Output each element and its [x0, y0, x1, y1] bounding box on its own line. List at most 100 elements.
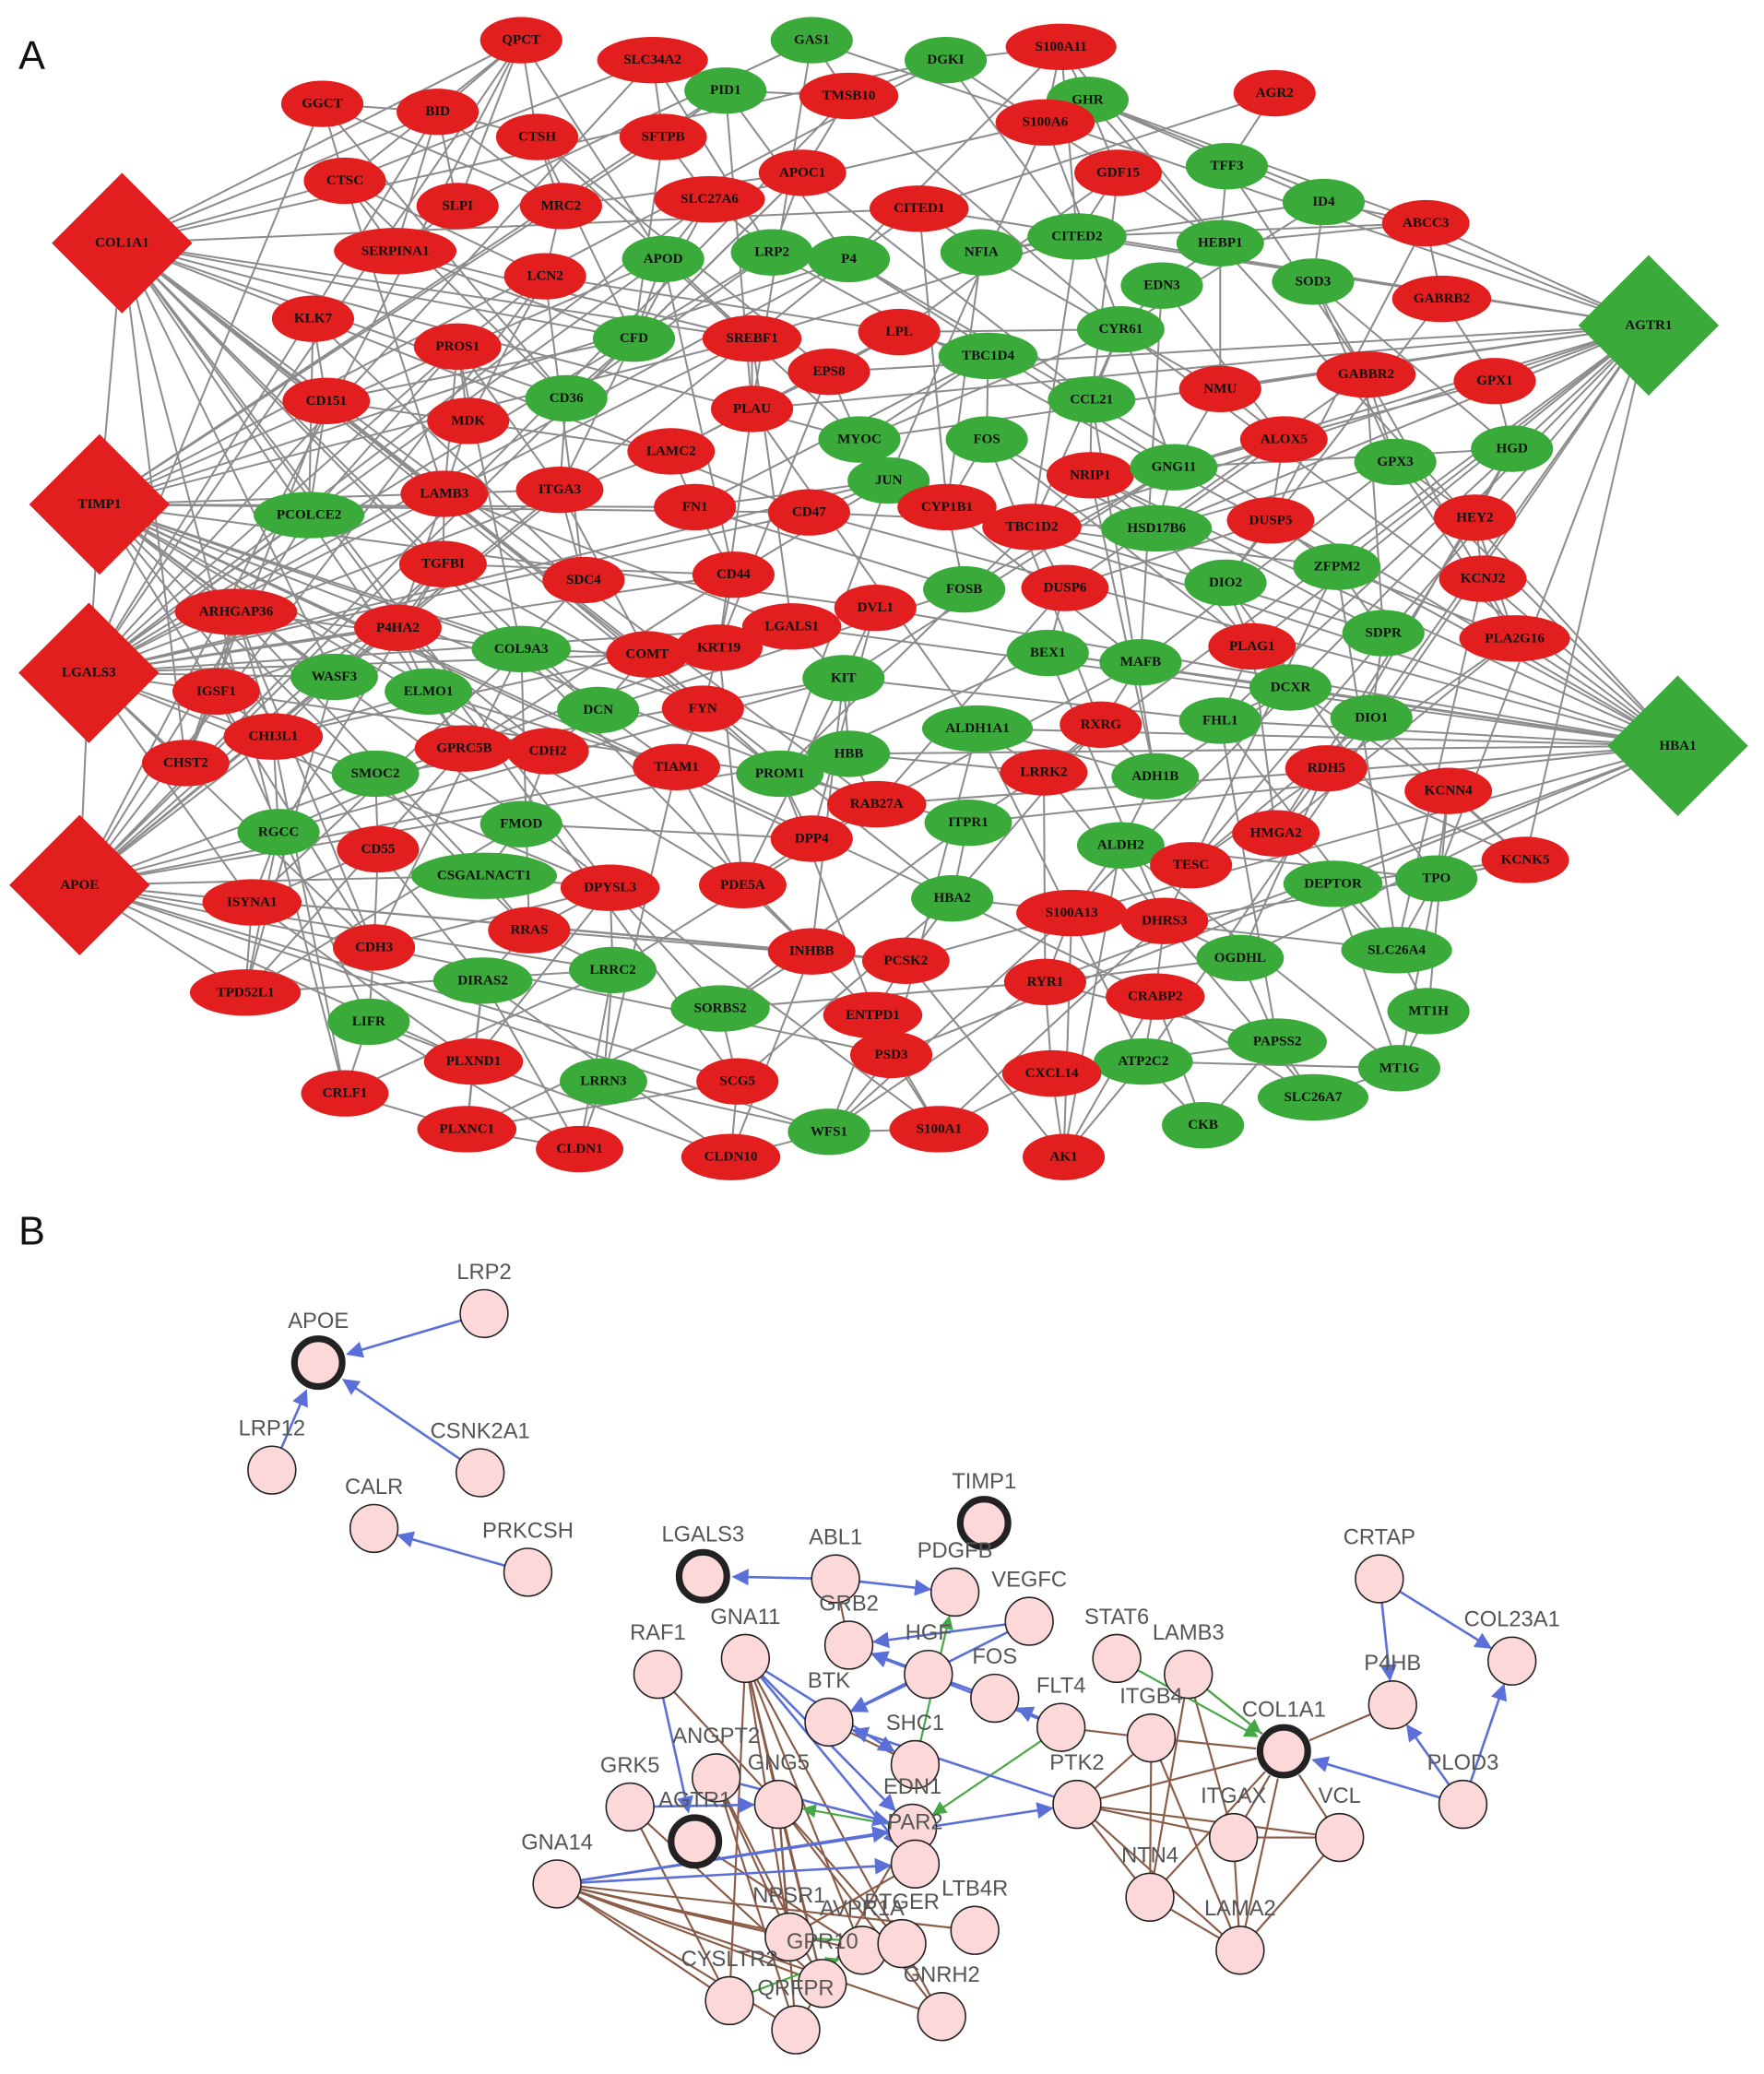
- edge: [1099, 1757, 1258, 1800]
- node-label: CITED1: [894, 201, 944, 216]
- node-label: ALDH1A1: [945, 721, 1010, 736]
- node-label: PLAU: [733, 401, 771, 416]
- node-label: CHST2: [163, 755, 208, 770]
- nodes-b: APOE LRP2 LRP12 CSNK2A1 CALR PRKCSH LGALS3 TIMP…: [239, 1261, 1560, 2055]
- node: [670, 985, 770, 1032]
- edge: [88, 103, 324, 674]
- node-label: ITGAX: [1201, 1784, 1266, 1808]
- edge: [839, 1602, 846, 1622]
- node-label: JUN: [875, 473, 902, 488]
- node: [704, 1975, 754, 2026]
- node: [1126, 1713, 1177, 1763]
- edge: [89, 480, 889, 674]
- edge: [1175, 1739, 1257, 1750]
- node: [459, 1288, 509, 1339]
- node: [423, 1037, 524, 1085]
- edge: [843, 677, 1221, 722]
- node-label: LTB4R: [941, 1878, 1008, 1902]
- edge: [1031, 324, 1650, 528]
- edge: [729, 951, 813, 1158]
- node-label: ITGA3: [539, 482, 582, 497]
- node: [1048, 376, 1136, 423]
- node-label: AVPR1A: [820, 1897, 905, 1921]
- node: [432, 957, 533, 1004]
- node-label: TIMP1: [77, 497, 121, 512]
- node-label: KIT: [831, 670, 857, 685]
- edge: [752, 235, 1078, 340]
- node-label: TPO: [1422, 871, 1450, 886]
- node: [692, 551, 775, 598]
- node: [681, 1133, 781, 1180]
- node-label: GNG11: [1152, 460, 1197, 475]
- node: [807, 235, 891, 283]
- node: [799, 72, 899, 120]
- edge: [368, 1021, 581, 1150]
- node: [787, 348, 870, 396]
- node: [303, 157, 386, 205]
- node-diamond: [1578, 255, 1720, 397]
- node: [416, 183, 499, 230]
- node: [455, 1448, 505, 1498]
- node-label: OGDHL: [1214, 951, 1266, 966]
- node: [1232, 810, 1320, 857]
- hub-node: [1256, 1724, 1311, 1779]
- node-label: FOS: [972, 1645, 1017, 1669]
- node: [1092, 1633, 1142, 1684]
- edge: [709, 121, 1046, 201]
- node: [1481, 836, 1569, 883]
- node-label: GGCT: [302, 97, 342, 112]
- node-label: CD55: [361, 842, 395, 857]
- node-label: SDC4: [566, 573, 601, 587]
- edge: [725, 1798, 781, 1916]
- node-label: KCNN4: [1425, 784, 1473, 799]
- edge: [843, 466, 1175, 680]
- node: [921, 705, 1034, 753]
- directed-edge: [1206, 1689, 1261, 1734]
- node-label: SFTPB: [642, 130, 685, 145]
- edge: [121, 243, 611, 889]
- edge: [481, 979, 581, 1150]
- node-label: HEY2: [1456, 510, 1493, 525]
- node-label: PROS1: [435, 339, 479, 354]
- node-label: CDH2: [528, 744, 566, 759]
- node: [1125, 1872, 1175, 1922]
- edge: [1325, 767, 1526, 861]
- node: [702, 315, 802, 362]
- node: [519, 183, 603, 230]
- edge: [79, 753, 849, 886]
- node-label: GPX3: [1377, 455, 1414, 469]
- node: [506, 728, 589, 775]
- node-label: STAT6: [1084, 1606, 1149, 1630]
- edge: [1149, 1761, 1153, 1874]
- edge: [1094, 1753, 1134, 1790]
- node: [1285, 745, 1367, 792]
- node-label: GNRH2: [904, 1963, 980, 1987]
- node: [1164, 1649, 1213, 1700]
- node-label: SLC26A4: [1367, 942, 1426, 957]
- node: [1130, 444, 1218, 491]
- node-label: RRAS: [510, 923, 548, 938]
- node-label: TFF3: [1210, 159, 1244, 173]
- directed-edge: [346, 1319, 462, 1358]
- edge: [121, 39, 522, 244]
- node-label: GABRB2: [1414, 291, 1470, 306]
- node-label: RGCC: [258, 824, 299, 839]
- node: [334, 228, 457, 275]
- node-label: ANGPT2: [672, 1724, 760, 1748]
- node: [1391, 275, 1492, 323]
- node-label: VCL: [1319, 1784, 1361, 1808]
- node: [692, 1753, 741, 1803]
- node: [1272, 258, 1355, 305]
- node: [1120, 262, 1203, 309]
- node: [654, 483, 737, 531]
- node: [141, 740, 230, 787]
- node-label: MRC2: [541, 198, 582, 213]
- node-label: ITGB4: [1119, 1685, 1183, 1709]
- edge: [891, 744, 1678, 1056]
- edge: [99, 504, 522, 650]
- node-label: TIMP1: [952, 1470, 1016, 1494]
- node-label: CSGALNACT1: [437, 869, 531, 883]
- node-label: TESC: [1173, 858, 1209, 872]
- node-label: HBA1: [1659, 739, 1696, 753]
- node: [807, 730, 891, 777]
